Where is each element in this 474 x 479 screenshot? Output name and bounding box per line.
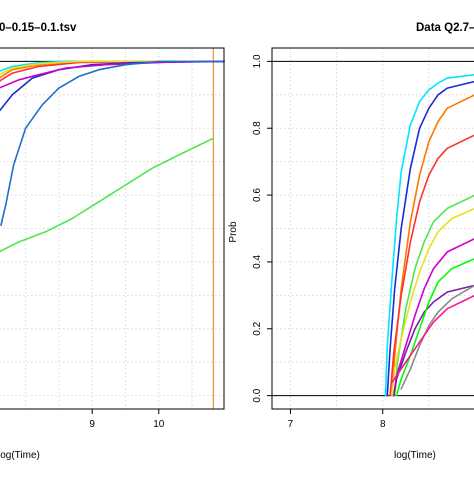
left-x-tick-label-1: 10	[153, 419, 165, 430]
left-series-line-6	[1, 61, 224, 225]
left-series-line-4	[0, 61, 224, 111]
right-chart-panel: 7 8 0.0 0.2 0.4 0.6 0.8 1.0 Data Q2.7– log(Time…	[228, 22, 474, 461]
right-x-tick-label-1: 8	[380, 419, 386, 430]
right-chart-title: Data Q2.7–	[416, 22, 474, 34]
right-y-tick-label-3: 0.6	[252, 188, 263, 202]
right-y-tick-label-1: 0.2	[252, 321, 263, 335]
left-chart-title: 0–0.15–0.1.tsv	[0, 22, 77, 34]
right-y-axis-label: Prob	[228, 221, 239, 243]
right-y-tick-label-2: 0.4	[252, 255, 263, 269]
right-y-tick-label-5: 1.0	[252, 54, 263, 68]
left-x-tick-label-0: 9	[89, 419, 95, 430]
right-x-tick-label-0: 7	[288, 419, 294, 430]
right-x-axis-label: log(Time)	[394, 450, 436, 461]
right-y-tick-label-4: 0.8	[252, 121, 263, 135]
left-chart-panel: 9 10 0–0.15–0.1.tsv log(Time)	[0, 22, 224, 461]
right-y-tick-label-0: 0.0	[252, 388, 263, 402]
left-x-axis-label: log(Time)	[0, 450, 40, 461]
